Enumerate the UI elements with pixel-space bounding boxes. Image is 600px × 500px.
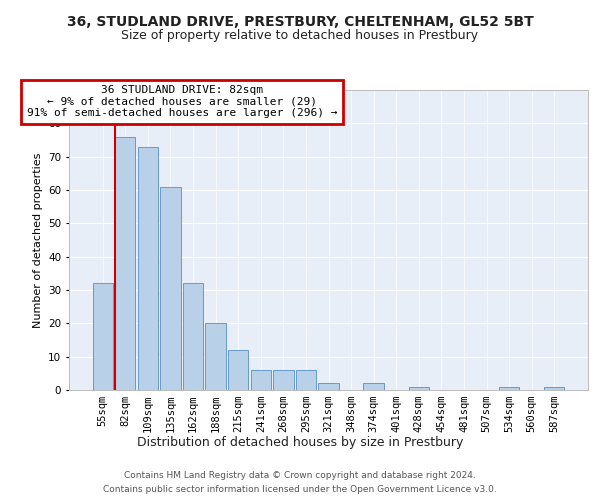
Y-axis label: Number of detached properties: Number of detached properties xyxy=(32,152,43,328)
Bar xyxy=(183,284,203,390)
Bar xyxy=(273,370,293,390)
Text: 36, STUDLAND DRIVE, PRESTBURY, CHELTENHAM, GL52 5BT: 36, STUDLAND DRIVE, PRESTBURY, CHELTENHA… xyxy=(67,16,533,30)
Bar xyxy=(296,370,316,390)
Bar xyxy=(160,186,181,390)
Bar xyxy=(115,136,136,390)
Text: Size of property relative to detached houses in Prestbury: Size of property relative to detached ho… xyxy=(121,28,479,42)
Bar xyxy=(544,386,565,390)
Bar xyxy=(92,284,113,390)
Text: Contains public sector information licensed under the Open Government Licence v3: Contains public sector information licen… xyxy=(103,484,497,494)
Bar xyxy=(228,350,248,390)
Bar xyxy=(364,384,384,390)
Text: 36 STUDLAND DRIVE: 82sqm
← 9% of detached houses are smaller (29)
91% of semi-de: 36 STUDLAND DRIVE: 82sqm ← 9% of detache… xyxy=(26,85,337,118)
Bar xyxy=(251,370,271,390)
Text: Contains HM Land Registry data © Crown copyright and database right 2024.: Contains HM Land Registry data © Crown c… xyxy=(124,472,476,480)
Bar xyxy=(205,324,226,390)
Bar xyxy=(499,386,519,390)
Bar xyxy=(409,386,429,390)
Text: Distribution of detached houses by size in Prestbury: Distribution of detached houses by size … xyxy=(137,436,463,449)
Bar xyxy=(138,146,158,390)
Bar xyxy=(319,384,338,390)
